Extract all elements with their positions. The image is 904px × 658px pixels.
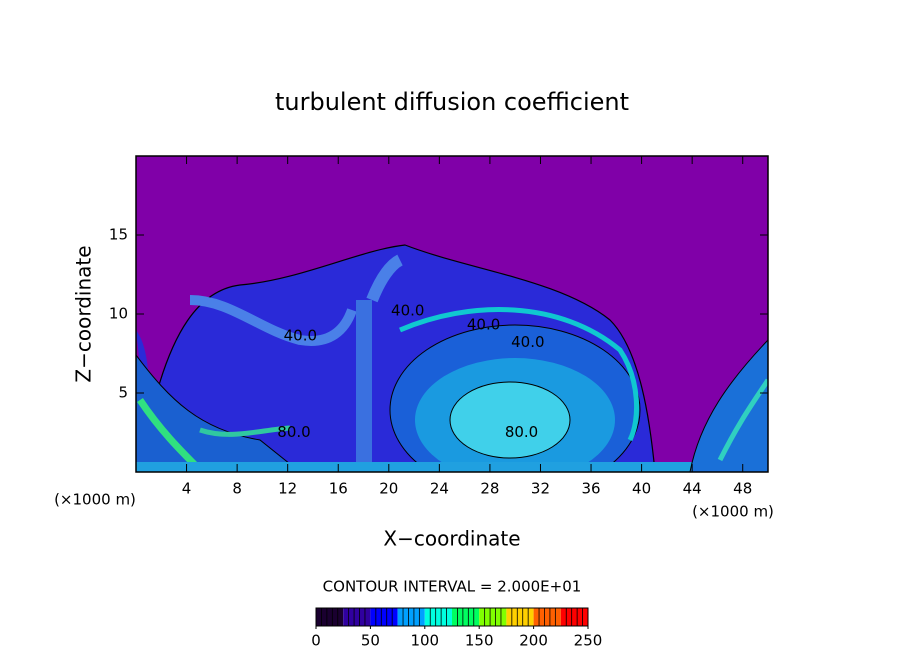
- field-region: [449, 381, 571, 459]
- y-axis-label: Z−coordinate: [72, 245, 96, 382]
- colorbar-swatch: [506, 608, 534, 626]
- field: [136, 244, 768, 472]
- x-tick-label: 8: [232, 480, 242, 498]
- contour-label: 40.0: [391, 301, 424, 319]
- field-streak: [199, 425, 291, 437]
- x-tick-label: 16: [329, 480, 348, 498]
- y-tick-label: 15: [109, 226, 128, 244]
- x-unit: (×1000 m): [692, 503, 774, 521]
- x-tick-label: 28: [480, 480, 499, 498]
- x-tick-label: 44: [683, 480, 702, 498]
- field-region: [136, 462, 768, 472]
- x-tick-label: 24: [430, 480, 449, 498]
- y-tick-label: 5: [118, 384, 128, 402]
- colorbar-swatch: [370, 608, 398, 626]
- field-streak: [366, 254, 404, 303]
- x-tick-label: 48: [733, 480, 752, 498]
- chart-title: turbulent diffusion coefficient: [275, 88, 629, 116]
- field-stem: [356, 300, 372, 472]
- colorbar-tick-label: 0: [311, 632, 321, 650]
- contour-label: 40.0: [284, 327, 317, 345]
- x-axis-label: X−coordinate: [383, 527, 520, 551]
- y-tick-label: 10: [109, 305, 128, 323]
- colorbar-tick-label: 150: [465, 632, 494, 650]
- colorbar-swatch: [452, 608, 480, 626]
- colorbar-swatch: [343, 608, 371, 626]
- colorbar-swatch: [560, 608, 588, 626]
- x-tick-label: 12: [278, 480, 297, 498]
- field-streak: [717, 378, 768, 462]
- x-unit: (×1000 m): [54, 491, 136, 509]
- colorbar-frame: [315, 607, 589, 627]
- contour-label: 40.0: [467, 316, 500, 334]
- x-tick-label: 32: [531, 480, 550, 498]
- colorbar-swatch: [397, 608, 425, 626]
- colorbar-tick-label: 200: [519, 632, 548, 650]
- x-tick-label: 36: [581, 480, 600, 498]
- colorbar-tick-label: 50: [361, 632, 380, 650]
- field-streak: [189, 295, 357, 346]
- colorbar-swatch: [316, 608, 344, 626]
- colorbar-tick-label: 100: [410, 632, 439, 650]
- colorbar-swatch: [533, 608, 561, 626]
- contour-label: 40.0: [511, 333, 544, 351]
- colorbar-swatch: [424, 608, 452, 626]
- field-streak: [399, 307, 640, 442]
- contour-label: 80.0: [277, 423, 310, 441]
- colorbar-swatch: [479, 608, 507, 626]
- x-tick-label: 4: [182, 480, 192, 498]
- x-tick-label: 20: [379, 480, 398, 498]
- colorbar-tick-label: 250: [574, 632, 603, 650]
- x-tick-label: 40: [632, 480, 651, 498]
- contour-interval: CONTOUR INTERVAL = 2.000E+01: [323, 578, 582, 596]
- contour-label: 80.0: [505, 423, 538, 441]
